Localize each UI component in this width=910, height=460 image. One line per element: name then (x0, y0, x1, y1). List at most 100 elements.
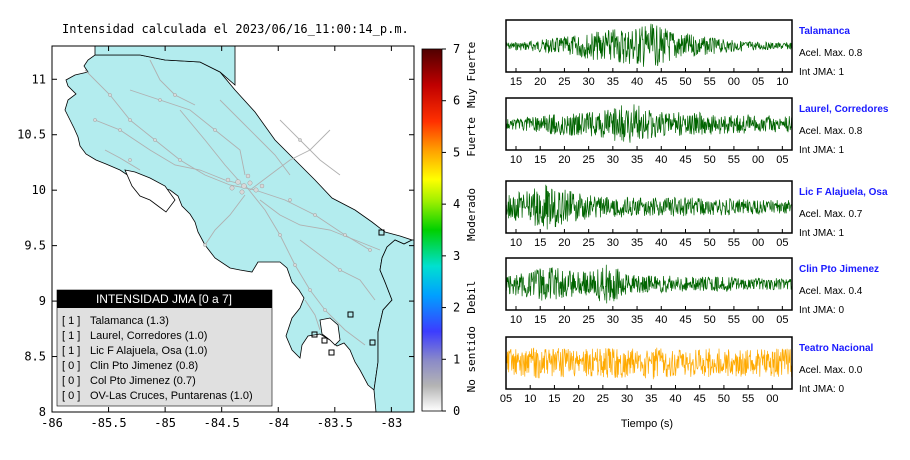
waveform-xtick-label: 20 (558, 154, 570, 166)
waveform-xtick-label: 15 (534, 314, 546, 326)
waveform-xtick-label: 50 (704, 314, 716, 326)
station-markers (311, 229, 385, 356)
waveform-xtick-label: 10 (776, 76, 788, 88)
waveform-xtick-label: 40 (655, 154, 667, 166)
waveform-xtick-label: 30 (607, 237, 619, 249)
waveform-xtick-label: 45 (679, 237, 691, 249)
map-ytick-label: 11 (32, 72, 46, 86)
map-frame (51, 45, 415, 413)
map-xtick-label: -83 (381, 416, 403, 430)
map-y-axis: 11 10.5 10 9.5 9 8.5 8 (17, 72, 414, 419)
station-name: Clin Pto Jimenez (799, 264, 879, 275)
waveform-xtick-label: 35 (631, 154, 643, 166)
colorbar-tick-label: 1 (453, 352, 460, 366)
legend-item-station: Clin Pto Jimenez (0.8) (90, 360, 198, 372)
waveform-xtick-label: 20 (558, 237, 570, 249)
waveform-xtick-label: 00 (728, 76, 740, 88)
colorbar-tick-label: 7 (453, 42, 460, 56)
waveform-xtick-label: 15 (534, 237, 546, 249)
waveform-xtick-label: 25 (583, 314, 595, 326)
colorbar-category-label: Fuerte (465, 117, 478, 157)
waveform-xtick-label: 05 (776, 237, 788, 249)
colorbar-tick-label: 4 (453, 197, 460, 211)
waveform-xtick-label: 05 (776, 314, 788, 326)
station-ov-las-cruces (369, 339, 376, 346)
waveform-xtick-label: 45 (679, 154, 691, 166)
colorbar-tick-label: 5 (453, 145, 460, 159)
waveform-xtick-label: 10 (510, 314, 522, 326)
legend-item-level: [ 0 ] (62, 375, 80, 387)
waveform-xtick-label: 30 (583, 76, 595, 88)
map-ytick-label: 8 (39, 405, 46, 419)
waveform-trace (505, 104, 793, 143)
waveform-xtick-label: 30 (621, 393, 633, 405)
waveform-frame (505, 19, 793, 73)
waveform-xtick-label: 55 (728, 314, 740, 326)
waveform-trace (505, 264, 793, 304)
waveform-panel: 10 15 20 25 30 35 40 45 50 55 00 05 Lic F Alajuela, … (505, 180, 888, 249)
accel-max-label: Acel. Max. 0.7 (799, 209, 863, 220)
waveform-xtick-label: 50 (704, 237, 716, 249)
waveform-xtick-label: 45 (694, 393, 706, 405)
waveform-xtick-label: 55 (728, 154, 740, 166)
waveform-xtick-label: 35 (645, 393, 657, 405)
jma-intensity-label: Int JMA: 1 (799, 67, 844, 78)
map-xtick-label: -84 (267, 416, 289, 430)
waveform-frame (505, 180, 793, 234)
legend-title: INTENSIDAD JMA [0 a 7] (96, 292, 232, 306)
legend-item-station: Talamanca (1.3) (90, 315, 169, 327)
waveform-xtick-label: 05 (752, 76, 764, 88)
map-xtick-label: -85 (154, 416, 176, 430)
waveform-xtick-label: 50 (704, 154, 716, 166)
waveform-xtick-label: 35 (607, 76, 619, 88)
legend-item-level: [ 1 ] (62, 345, 80, 357)
waveform-xtick-label: 35 (631, 314, 643, 326)
waveform-frame (505, 97, 793, 151)
waveform-xtick-label: 35 (631, 237, 643, 249)
waveform-xtick-label: 25 (558, 76, 570, 88)
waveform-xtick-label: 30 (607, 314, 619, 326)
waveform-xtick-label: 15 (534, 154, 546, 166)
station-clin-pto-jimenez (321, 337, 328, 344)
waveform-xtick-label: 10 (510, 237, 522, 249)
waveform-xtick-label: 15 (510, 76, 522, 88)
station-laurel (347, 311, 354, 318)
colorbar-tick-label: 6 (453, 94, 460, 108)
waveform-frame (505, 257, 793, 311)
waveform-xtick-label: 00 (752, 154, 764, 166)
waveform-xtick-label: 40 (669, 393, 681, 405)
map-ytick-label: 8.5 (24, 350, 46, 364)
map-xtick-label: -83.5 (317, 416, 353, 430)
accel-max-label: Acel. Max. 0.0 (799, 365, 863, 376)
waveform-panel: 05 10 15 20 25 30 35 40 45 50 55 00 Teatro Nacional A… (500, 336, 873, 405)
legend-item-level: [ 0 ] (62, 360, 80, 372)
colorbar-tick-label: 2 (453, 301, 460, 315)
waveform-xtick-label: 15 (548, 393, 560, 405)
map-xtick-label: -85.5 (91, 416, 127, 430)
waveform-xtick-label: 00 (752, 314, 764, 326)
accel-max-label: Acel. Max. 0.4 (799, 286, 863, 297)
station-col-pto-jimenez (328, 349, 335, 356)
waveform-panel: 10 15 20 25 30 35 40 45 50 55 00 05 Clin Pto Jimenez… (505, 257, 879, 326)
station-talamanca (378, 229, 385, 236)
legend-item-station: Col Pto Jimenez (0.7) (90, 375, 196, 387)
station-lic-f-alajuela (311, 331, 318, 338)
map-ytick-label: 10.5 (17, 128, 46, 142)
accel-max-label: Acel. Max. 0.8 (799, 126, 863, 137)
waveform-panel: 10 15 20 25 30 35 40 45 50 55 00 05 Laurel, Corredor… (505, 97, 889, 166)
waveform-xtick-label: 40 (631, 76, 643, 88)
waveform-xtick-label: 20 (573, 393, 585, 405)
map-title: Intensidad calculada el 2023/06/16_11:00… (62, 22, 409, 36)
jma-intensity-label: Int JMA: 0 (799, 384, 844, 395)
jma-intensity-label: Int JMA: 1 (799, 145, 844, 156)
waveform-xtick-label: 00 (752, 237, 764, 249)
waveform-trace (505, 184, 793, 230)
waveform-frame (505, 336, 793, 390)
waveform-xtick-label: 05 (500, 393, 512, 405)
land-costa-rica (64, 54, 414, 391)
jma-intensity-label: Int JMA: 0 (799, 305, 844, 316)
waveform-xtick-label: 25 (597, 393, 609, 405)
legend-item-station: Lic F Alajuela, Osa (1.0) (90, 345, 207, 357)
waveform-xtick-label: 40 (655, 237, 667, 249)
